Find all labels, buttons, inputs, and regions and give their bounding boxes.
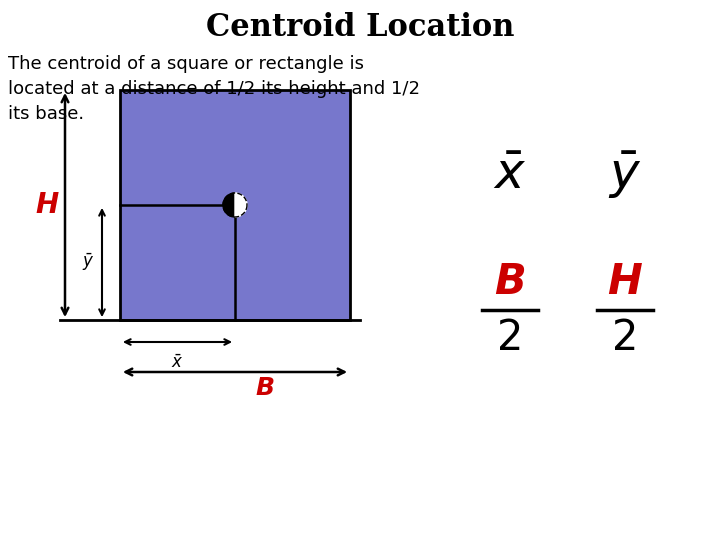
Text: H: H: [35, 191, 58, 219]
Text: Centroid Location: Centroid Location: [206, 12, 514, 44]
Bar: [120, 90, 350, 320]
Text: H: H: [608, 261, 642, 303]
Text: $\bar{x}$: $\bar{x}$: [493, 151, 526, 199]
Polygon shape: [235, 193, 247, 217]
Text: 2: 2: [612, 317, 638, 359]
Text: $\bar{y}$: $\bar{y}$: [608, 150, 642, 200]
Text: B: B: [494, 261, 526, 303]
Text: The centroid of a square or rectangle is
located at a distance of 1/2 its height: The centroid of a square or rectangle is…: [8, 55, 420, 123]
Text: $\bar{x}$: $\bar{x}$: [171, 354, 184, 372]
Text: $\bar{y}$: $\bar{y}$: [82, 252, 94, 273]
Text: B: B: [256, 376, 274, 400]
Polygon shape: [223, 193, 235, 217]
Text: 2: 2: [497, 317, 523, 359]
